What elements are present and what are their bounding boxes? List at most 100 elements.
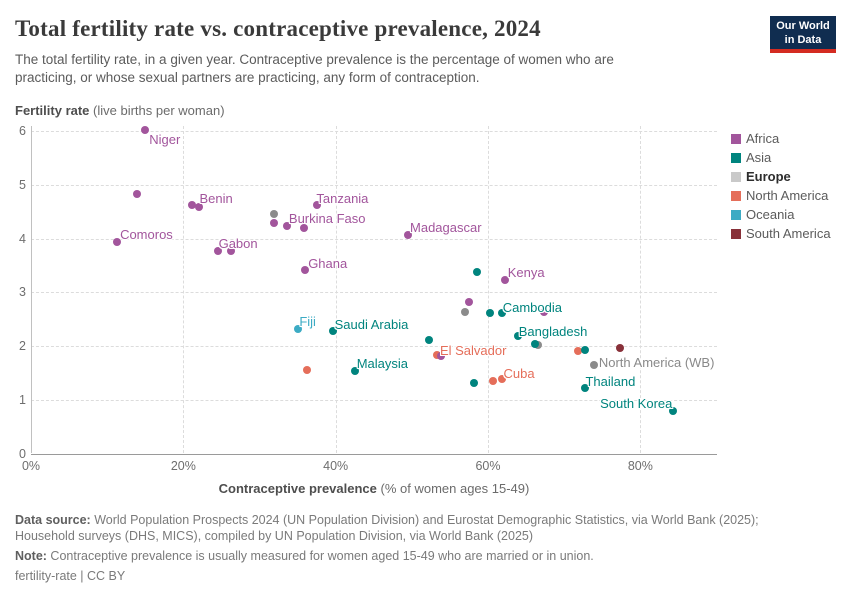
data-point-ghana[interactable]: [301, 265, 310, 274]
country-label-saudi-arabia[interactable]: Saudi Arabia: [334, 316, 409, 332]
data-point-comoros[interactable]: [113, 238, 122, 247]
country-label-cambodia[interactable]: Cambodia: [502, 300, 562, 316]
data-point-africa[interactable]: [539, 307, 548, 316]
data-point-asia[interactable]: [473, 268, 482, 277]
x-axis-title-rest: (% of women ages 15-49): [376, 481, 530, 496]
x-tick-label: 0%: [21, 459, 41, 473]
data-point-asia[interactable]: [469, 378, 478, 387]
data-point-tanzania[interactable]: [313, 200, 322, 209]
data-point-africa[interactable]: [299, 224, 308, 233]
legend-label: South America: [746, 226, 831, 241]
y-tick-label: 4: [19, 231, 26, 246]
data-point-cambodia[interactable]: [497, 309, 506, 318]
country-label-cuba[interactable]: Cuba: [503, 365, 535, 381]
data-point-northamerica[interactable]: [573, 347, 582, 356]
footnote-text: Contraceptive prevalence is usually meas…: [46, 549, 594, 563]
data-point-niger[interactable]: [141, 125, 150, 134]
country-label-tanzania[interactable]: Tanzania: [316, 190, 369, 206]
data-point-burkina-faso[interactable]: [282, 221, 291, 230]
data-point-africa[interactable]: [436, 352, 445, 361]
footnote-label: Note:: [15, 549, 47, 563]
y-tick-label: 3: [19, 285, 26, 300]
data-point-asia[interactable]: [581, 346, 590, 355]
country-label-ghana[interactable]: Ghana: [308, 255, 348, 271]
data-point-benin[interactable]: [188, 201, 197, 210]
h-gridline: [31, 399, 717, 401]
h-gridline: [31, 131, 717, 132]
legend-item-north-america[interactable]: North America: [731, 188, 831, 203]
y-axis-title-bold: Fertility rate: [15, 103, 90, 118]
v-gridline: [335, 126, 337, 453]
legend-label: Africa: [746, 131, 780, 146]
country-label-north-america-wb-[interactable]: North America (WB): [598, 354, 715, 370]
data-point-north-america-wb-[interactable]: [589, 360, 598, 369]
data-point-malaysia[interactable]: [350, 366, 359, 375]
data-point-africa[interactable]: [195, 202, 204, 211]
country-label-fiji[interactable]: Fiji: [299, 314, 316, 330]
country-label-bangladesh[interactable]: Bangladesh: [518, 324, 588, 340]
country-label-burkina-faso[interactable]: Burkina Faso: [288, 210, 366, 226]
license-line[interactable]: fertility-rate | CC BY: [15, 569, 126, 583]
country-label-el-salvador[interactable]: El Salvador: [439, 343, 507, 359]
x-axis-line: [31, 453, 717, 455]
h-gridline: [31, 346, 717, 347]
country-label-south-korea[interactable]: South Korea: [600, 396, 673, 412]
legend-label: North America: [746, 188, 829, 203]
legend-label: Oceania: [746, 207, 795, 222]
y-axis-title: Fertility rate (live births per woman): [15, 103, 225, 118]
page-title: Total fertility rate vs. contraceptive p…: [15, 16, 541, 41]
country-label-gabon[interactable]: Gabon: [218, 236, 258, 252]
legend-label: Europe: [746, 169, 791, 184]
data-point-asia[interactable]: [485, 308, 494, 317]
legend-swatch: [731, 228, 741, 239]
owid-logo[interactable]: Our World in Data: [770, 16, 836, 53]
legend-swatch: [731, 152, 741, 163]
data-point-africa[interactable]: [269, 218, 278, 227]
legend-swatch: [731, 209, 741, 220]
data-point-other[interactable]: [269, 209, 278, 218]
legend-item-europe[interactable]: Europe: [731, 169, 831, 184]
x-tick-label: 20%: [170, 459, 196, 473]
country-label-kenya[interactable]: Kenya: [507, 264, 545, 280]
data-point-south-korea[interactable]: [669, 407, 678, 416]
country-label-niger[interactable]: Niger: [149, 131, 181, 147]
legend-swatch: [731, 190, 741, 201]
legend-item-africa[interactable]: Africa: [731, 131, 831, 146]
data-source-label: Data source:: [15, 513, 91, 527]
data-source-note: Data source: World Population Prospects …: [15, 512, 760, 544]
country-label-madagascar[interactable]: Madagascar: [410, 219, 482, 235]
owid-logo-line1: Our World: [776, 20, 830, 32]
data-point-other[interactable]: [461, 308, 470, 317]
data-point-asia[interactable]: [425, 335, 434, 344]
country-label-comoros[interactable]: Comoros: [120, 227, 173, 243]
data-point-madagascar[interactable]: [404, 230, 413, 239]
legend-item-oceania[interactable]: Oceania: [731, 207, 831, 222]
data-point-asia[interactable]: [531, 340, 540, 349]
v-gridline: [183, 126, 185, 453]
y-axis-title-rest: (live births per woman): [89, 103, 225, 118]
data-point-northamerica[interactable]: [302, 366, 311, 375]
data-point-africa[interactable]: [226, 246, 235, 255]
h-gridline: [31, 238, 717, 240]
data-point-northamerica[interactable]: [488, 377, 497, 386]
country-label-malaysia[interactable]: Malaysia: [356, 355, 408, 371]
country-label-thailand[interactable]: Thailand: [585, 373, 636, 389]
data-point-kenya[interactable]: [500, 275, 509, 284]
y-tick-label: 0: [19, 446, 26, 461]
legend: Africa Asia Europe North America Oceania Sout…: [731, 131, 831, 245]
country-label-benin[interactable]: Benin: [199, 191, 233, 207]
data-point-africa[interactable]: [464, 298, 473, 307]
data-point-africa[interactable]: [132, 190, 141, 199]
legend-item-south-america[interactable]: South America: [731, 226, 831, 241]
chart-subtitle: The total fertility rate, in a given yea…: [15, 52, 614, 85]
data-point-gabon[interactable]: [213, 247, 222, 256]
data-point-thailand[interactable]: [581, 383, 590, 392]
data-point-bangladesh[interactable]: [513, 332, 522, 341]
x-tick-label: 40%: [323, 459, 349, 473]
data-point-cuba[interactable]: [498, 374, 507, 383]
data-point-southamerica[interactable]: [615, 344, 624, 353]
data-point-fiji[interactable]: [294, 325, 303, 334]
data-point-saudi-arabia[interactable]: [328, 326, 337, 335]
legend-item-asia[interactable]: Asia: [731, 150, 831, 165]
